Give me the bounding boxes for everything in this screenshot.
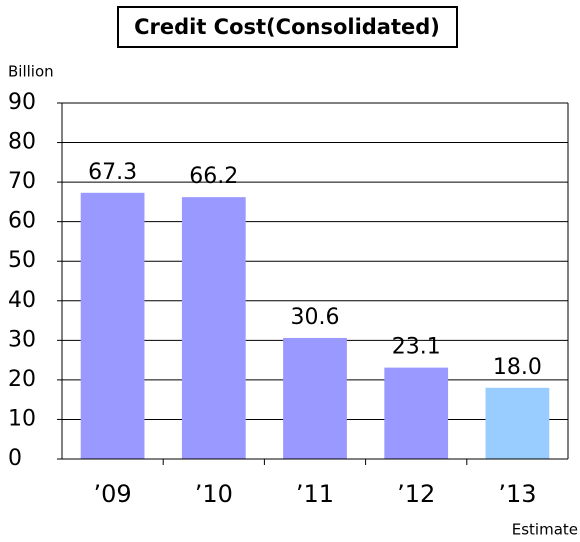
x-tick-label: ’12 — [397, 480, 435, 508]
bar — [485, 387, 550, 459]
bar — [283, 337, 347, 459]
y-tick-label: 0 — [8, 446, 22, 471]
title-box — [117, 6, 458, 48]
y-tick-label: 30 — [8, 327, 36, 352]
y-tick-label: 10 — [8, 406, 36, 431]
x-tick-label: ’13 — [498, 480, 536, 508]
chart-title: Credit Cost(Consolidated) — [134, 15, 440, 39]
data-label: 66.2 — [189, 164, 238, 189]
annotation: Estimate — [512, 521, 578, 539]
y-tick-label: 20 — [8, 367, 36, 392]
x-tick-label: ’11 — [296, 480, 334, 508]
x-tick-label: ’09 — [94, 480, 132, 508]
y-tick-label: 90 — [8, 90, 36, 115]
bar — [384, 367, 449, 459]
y-tick-label: 50 — [8, 248, 36, 273]
data-label: 18.0 — [493, 355, 542, 380]
data-label: 67.3 — [88, 160, 137, 185]
y-tick-label: 70 — [8, 169, 36, 194]
bar — [181, 197, 246, 460]
y-axis-label: Billion — [8, 63, 54, 81]
y-tick-label: 80 — [8, 130, 36, 155]
y-tick-label: 40 — [8, 288, 36, 313]
data-label: 23.1 — [392, 335, 441, 360]
y-tick-label: 60 — [8, 209, 36, 234]
x-tick-label: ’10 — [195, 480, 233, 508]
data-label: 30.6 — [291, 305, 340, 330]
bar — [80, 192, 145, 459]
